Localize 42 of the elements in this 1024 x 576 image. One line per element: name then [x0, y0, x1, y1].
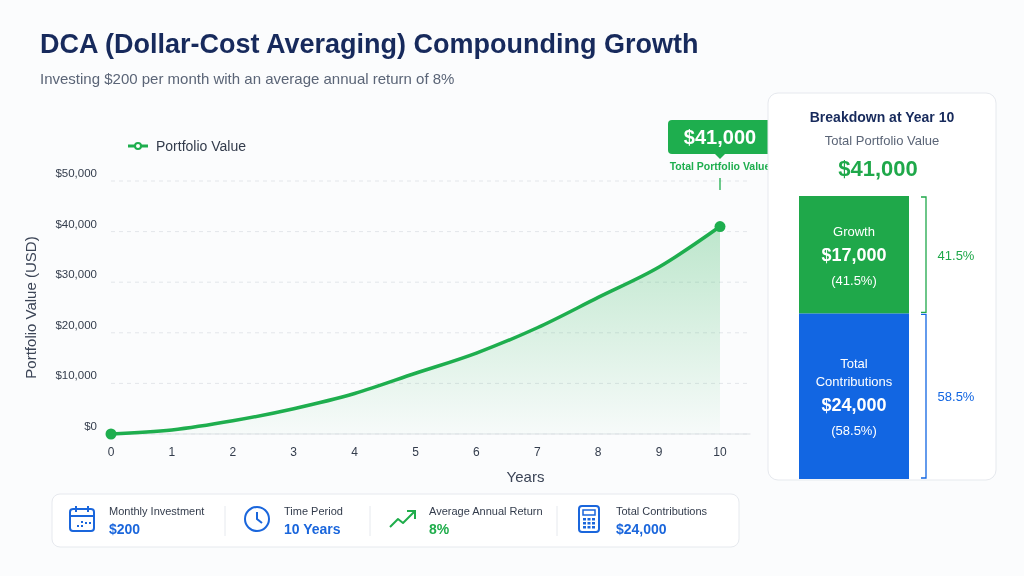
x-axis-title: Years	[506, 468, 545, 485]
x-tick-label: 9	[655, 445, 663, 459]
category-label: Time Period	[284, 505, 343, 517]
data-label: $17,000	[821, 244, 887, 265]
total-label: $41,000	[838, 156, 918, 181]
x-tick-label: 5	[412, 445, 420, 459]
series-label: Growth	[833, 223, 875, 239]
text: $24,000	[616, 521, 667, 537]
text: $41,000	[683, 126, 757, 148]
chart-subtitle: Total Portfolio Value	[824, 133, 940, 148]
category-label: Monthly Investment	[109, 505, 205, 517]
annotation: (41.5%)	[831, 272, 877, 288]
x-tick-label: 1	[168, 445, 176, 459]
y-tick-label: $0	[84, 420, 97, 432]
y-tick-label: $30,000	[55, 268, 97, 281]
y-tick-label: $20,000	[55, 318, 97, 331]
chart-title: Breakdown at Year 10	[809, 109, 955, 125]
text: $200	[109, 521, 141, 537]
chart-subtitle: Investing $200 per month with an average annual return of 8%	[40, 70, 455, 87]
text: 41.5%	[937, 247, 975, 263]
text: 8%	[429, 521, 450, 537]
legend-label: Portfolio Value	[156, 138, 247, 154]
category-label: Average Annual Return	[429, 505, 543, 517]
annotation: (58.5%)	[831, 423, 877, 439]
x-tick-label: 6	[473, 445, 481, 459]
y-axis-title: Portfolio Value (USD)	[22, 236, 39, 379]
x-tick-label: 0	[107, 445, 115, 459]
series-label: Total Contributions	[815, 356, 893, 390]
y-tick-label: $50,000	[55, 167, 97, 179]
category-label: Total Contributions	[616, 505, 708, 517]
text: 10 Years	[284, 521, 341, 537]
chart-title: DCA (Dollar-Cost Averaging) Compounding Growth	[40, 29, 699, 59]
x-tick-label: 4	[351, 445, 359, 459]
x-tick-label: 10	[713, 445, 727, 459]
x-tick-label: 3	[290, 445, 298, 459]
text: 58.5%	[937, 389, 975, 405]
y-tick-label: $40,000	[55, 217, 97, 230]
x-tick-label: 2	[229, 445, 237, 459]
y-tick-label: $10,000	[55, 369, 97, 382]
data-label: $24,000	[821, 395, 887, 416]
x-tick-label: 8	[594, 445, 602, 459]
x-tick-label: 7	[533, 445, 541, 459]
